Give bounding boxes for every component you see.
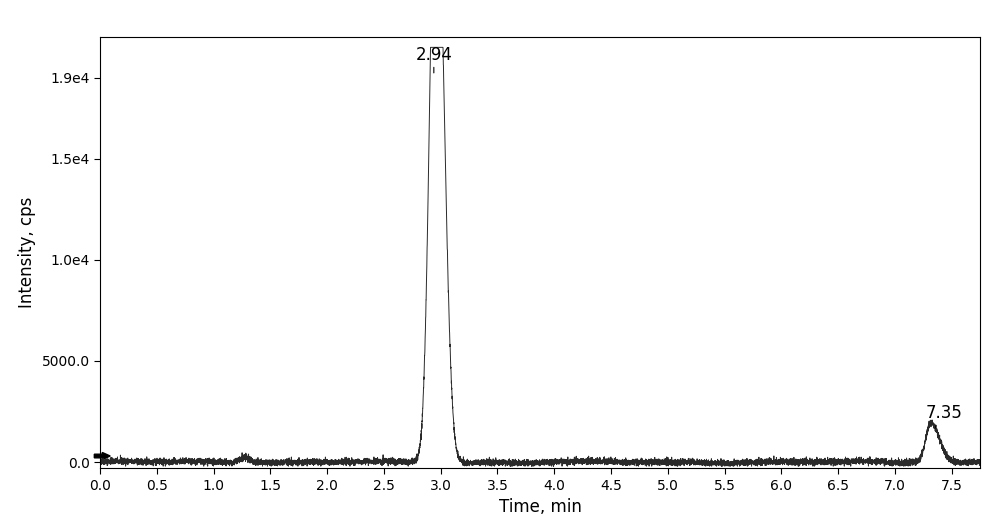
FancyArrow shape [94,453,110,460]
X-axis label: Time, min: Time, min [499,498,581,516]
Text: 7.35: 7.35 [925,404,962,422]
Y-axis label: Intensity, cps: Intensity, cps [18,197,36,309]
Text: 2.94: 2.94 [415,46,452,63]
